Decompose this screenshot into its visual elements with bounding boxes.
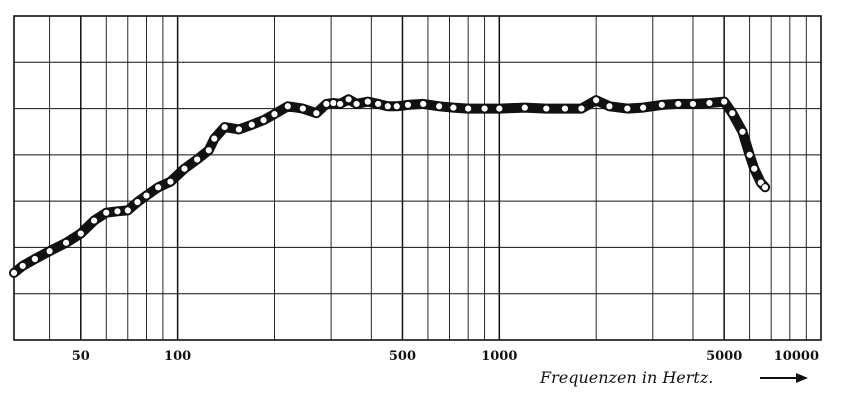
data-point: [435, 102, 444, 111]
x-tick-labels: 50 100 500 1000 5000 10000: [72, 349, 819, 364]
data-point: [383, 102, 392, 111]
data-point: [577, 104, 586, 113]
data-point: [76, 229, 85, 238]
data-point: [45, 247, 54, 256]
data-point: [657, 100, 666, 109]
data-point: [61, 238, 71, 247]
data-point: [142, 191, 151, 200]
data-point: [363, 97, 372, 106]
data-point: [705, 98, 714, 108]
data-point: [102, 208, 111, 217]
data-point: [90, 216, 99, 225]
data-point: [166, 177, 175, 186]
data-point: [495, 104, 504, 113]
data-point: [449, 103, 458, 112]
data-point: [210, 134, 219, 143]
x-tick-label: 1000: [481, 349, 517, 364]
data-point: [312, 109, 321, 118]
data-point: [392, 102, 401, 111]
data-point: [720, 97, 729, 106]
chart-grid: [14, 16, 821, 340]
x-tick-label: 100: [164, 349, 191, 364]
data-point: [750, 164, 759, 173]
data-point: [480, 104, 489, 113]
x-tick-label: 50: [72, 349, 90, 364]
arrow-right-icon: [760, 373, 808, 383]
data-point: [329, 98, 338, 108]
data-point: [204, 146, 213, 155]
data-point: [745, 150, 754, 159]
data-point: [352, 99, 361, 109]
data-point: [674, 99, 683, 109]
data-point: [234, 125, 243, 134]
data-point: [133, 197, 142, 207]
data-point: [592, 96, 601, 105]
data-point: [520, 103, 529, 112]
data-point: [344, 95, 353, 104]
data-point: [542, 104, 551, 113]
series-line: [9, 94, 771, 278]
data-point: [113, 207, 122, 216]
data-point: [18, 261, 27, 271]
data-point: [403, 100, 413, 109]
data-point: [9, 268, 19, 277]
data-point: [605, 102, 614, 111]
data-point: [623, 104, 632, 113]
x-axis-label: Frequenzen in Hertz.: [540, 368, 714, 387]
data-point: [270, 110, 279, 119]
data-point: [283, 102, 292, 111]
data-point: [247, 120, 256, 129]
plot-frame: [13, 15, 822, 341]
data-point: [639, 103, 648, 112]
data-point: [220, 122, 229, 132]
data-point: [760, 183, 770, 192]
data-point: [336, 99, 345, 109]
data-point: [193, 155, 202, 164]
data-point: [298, 104, 307, 113]
x-tick-label: 10000: [774, 349, 819, 364]
data-point: [154, 183, 163, 192]
data-point: [560, 104, 570, 113]
data-point: [688, 99, 698, 109]
x-tick-label: 5000: [706, 349, 742, 364]
data-point: [419, 99, 428, 109]
data-point: [259, 116, 268, 125]
data-point: [464, 104, 473, 113]
x-tick-label: 500: [389, 349, 416, 364]
data-point: [30, 254, 39, 264]
data-point: [123, 206, 132, 215]
data-point: [738, 127, 747, 136]
data-point: [374, 99, 383, 109]
data-point: [322, 99, 331, 109]
data-point: [728, 109, 737, 118]
data-point: [180, 164, 189, 173]
